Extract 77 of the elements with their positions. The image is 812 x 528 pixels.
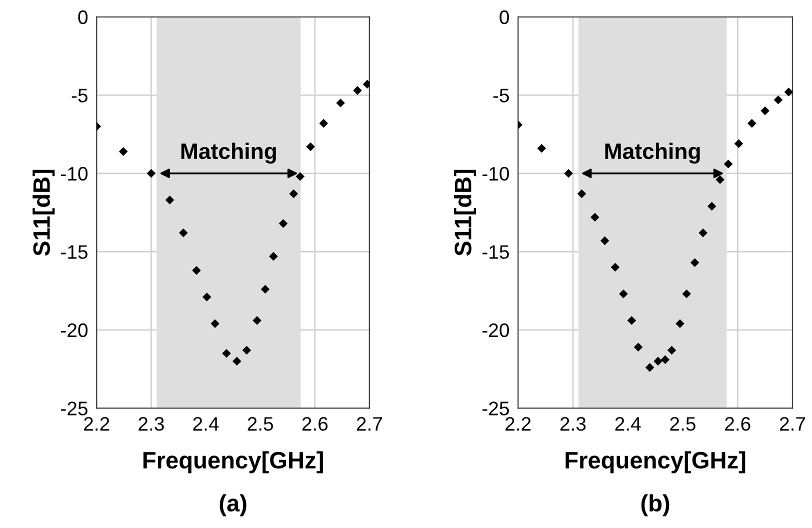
point <box>654 356 662 366</box>
x-tick-label: 2.2 <box>84 416 110 431</box>
point <box>645 363 654 372</box>
y-tick-label: -15 <box>61 245 88 259</box>
point <box>676 319 684 328</box>
point <box>306 142 315 152</box>
y-tick-label: -25 <box>61 402 88 416</box>
point <box>278 219 288 228</box>
point <box>319 118 328 128</box>
point <box>232 356 242 366</box>
point <box>242 346 252 355</box>
point <box>353 86 362 95</box>
x-tick-label: 2.3 <box>560 416 586 431</box>
point <box>734 139 744 148</box>
text: (b) <box>641 494 670 516</box>
x-tick-label: 2.4 <box>615 416 641 431</box>
text: (a) <box>220 494 246 516</box>
x-tick-label: 2.7 <box>356 416 382 431</box>
x-tick-label: 2.5 <box>248 416 274 431</box>
y-tick-label: -25 <box>482 402 509 416</box>
point <box>698 228 708 238</box>
x-tick-label: 2.7 <box>780 416 806 431</box>
band-label: Matching <box>181 142 276 164</box>
y-tick-label: -20 <box>482 323 509 338</box>
y-tick-label: 0 <box>78 10 88 24</box>
point <box>210 319 220 328</box>
point <box>784 88 793 96</box>
point <box>682 290 691 298</box>
point <box>590 212 600 222</box>
point <box>564 169 573 178</box>
point <box>222 348 231 358</box>
point <box>146 169 156 178</box>
point <box>178 228 188 238</box>
point <box>118 147 128 156</box>
x-tick-label: 2.2 <box>506 416 531 431</box>
x-tick-label: 2.4 <box>193 416 219 431</box>
point <box>627 316 636 325</box>
point <box>716 175 724 184</box>
y-tick-label: -5 <box>493 88 509 102</box>
point <box>252 316 262 325</box>
x-tick-label: 2.5 <box>670 416 696 431</box>
point <box>707 202 716 211</box>
point <box>724 160 733 168</box>
point <box>634 342 643 352</box>
point <box>760 106 770 116</box>
point <box>289 189 298 198</box>
point <box>202 292 212 302</box>
y-tick-label: -10 <box>482 166 509 181</box>
point <box>537 144 546 153</box>
x-tick-label: 2.3 <box>138 416 164 431</box>
point <box>336 98 345 108</box>
point <box>269 252 278 261</box>
y-axis-title: S11[dB] <box>32 170 55 256</box>
y-tick-label: -5 <box>72 88 88 102</box>
point <box>296 172 305 181</box>
point <box>774 95 783 104</box>
y-tick-label: -10 <box>61 166 88 181</box>
x-axis-title: Frequency[GHz] <box>566 451 746 474</box>
point <box>619 290 628 298</box>
y-tick-label: -15 <box>482 245 509 259</box>
point <box>610 262 620 272</box>
point <box>577 189 586 198</box>
point <box>165 196 174 204</box>
point <box>748 118 756 128</box>
point <box>600 236 610 246</box>
point <box>660 355 670 364</box>
x-axis-title: Frequency[GHz] <box>143 451 323 474</box>
point <box>667 346 676 355</box>
band-label: Matching <box>605 142 700 164</box>
y-tick-label: 0 <box>500 10 509 24</box>
y-tick-label: -20 <box>61 323 88 338</box>
x-tick-label: 2.6 <box>725 416 750 431</box>
point <box>192 266 201 275</box>
point <box>260 284 270 294</box>
point <box>690 258 700 267</box>
x-tick-label: 2.6 <box>302 416 328 431</box>
y-axis-title: S11[dB] <box>454 170 476 256</box>
